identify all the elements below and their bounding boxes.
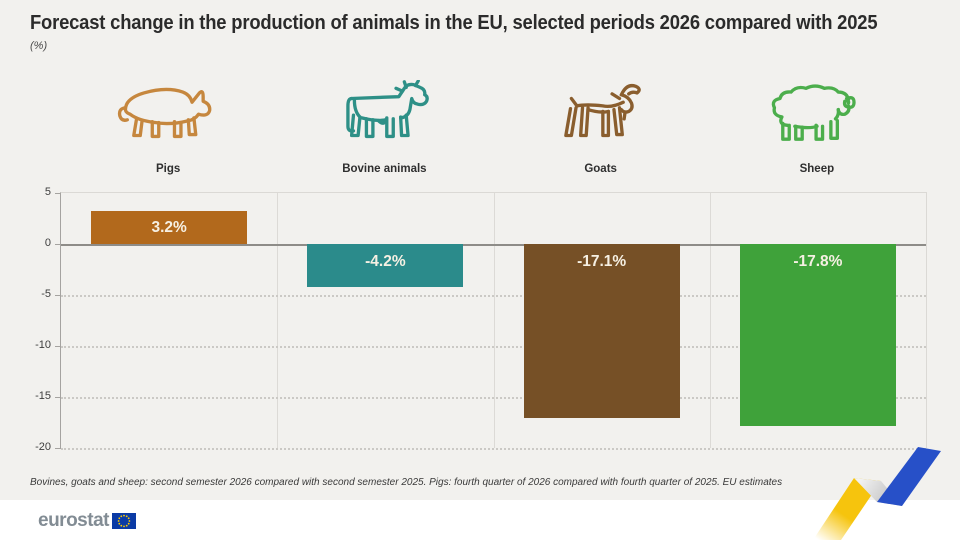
gridline: [61, 295, 926, 297]
zigzag-ribbon-decoration: [813, 447, 941, 540]
category-pigs: Pigs: [60, 80, 276, 185]
bar-value-label: -17.1%: [577, 253, 627, 270]
y-axis-tick-label: -15: [35, 390, 51, 402]
gridline: [61, 346, 926, 348]
category-label: Pigs: [155, 163, 181, 175]
category-goats: Goats: [493, 80, 709, 185]
category-label: Sheep: [799, 163, 835, 175]
y-axis-tick-mark: [55, 397, 61, 398]
bar-sheep: -17.8%: [739, 244, 896, 426]
y-axis-tick-label: 5: [44, 186, 51, 198]
bar-chart-plot-area: 5 0 -5 -10 -15 -20 3.2% -4.2% -17.1% -17…: [35, 186, 927, 453]
unit-subtitle: (%): [30, 40, 48, 52]
bar-value-label: -4.2%: [365, 253, 406, 270]
pig-icon: [118, 87, 212, 139]
bar-bovine-animals: -4.2%: [307, 244, 464, 287]
bar-value-label: 3.2%: [151, 218, 187, 236]
y-axis-tick-mark: [55, 448, 61, 449]
gridline: [61, 448, 926, 450]
bar-pigs: 3.2%: [91, 211, 248, 244]
y-axis-tick-label: -5: [41, 288, 51, 300]
goat-icon: [563, 83, 641, 138]
footer-strip: [0, 500, 960, 540]
category-separator: [709, 193, 711, 448]
y-axis-tick-mark: [55, 244, 61, 245]
y-axis-tick-mark: [55, 346, 61, 347]
y-axis-tick-mark: [55, 295, 61, 296]
y-axis-tick-label: 0: [44, 237, 51, 249]
category-label: Goats: [584, 163, 617, 175]
footnote: Bovines, goats and sheep: second semeste…: [30, 477, 783, 488]
category-separator: [493, 193, 495, 448]
y-axis-tick-mark: [55, 193, 61, 194]
category-bovine: Bovine animals: [276, 80, 492, 185]
bar-goats: -17.1%: [523, 244, 680, 419]
y-axis-tick-label: -10: [35, 339, 51, 351]
gridline: [61, 397, 926, 399]
category-separator: [277, 193, 279, 448]
y-axis-tick-label: -20: [35, 441, 51, 453]
zero-gridline: [61, 244, 926, 246]
category-sheep: Sheep: [709, 80, 925, 185]
eu-flag-icon: [111, 513, 136, 529]
animal-icons-row: Pigs Bovine animals: [60, 80, 925, 185]
category-label: Bovine animals: [342, 163, 427, 175]
eurostat-logo-text: eurostat: [38, 510, 109, 531]
eurostat-logo: eurostat: [38, 510, 136, 532]
cow-icon: [346, 80, 430, 139]
page-title: Forecast change in the production of ani…: [30, 12, 878, 34]
bar-value-label: -17.8%: [793, 253, 843, 270]
sheep-icon: [771, 84, 856, 141]
